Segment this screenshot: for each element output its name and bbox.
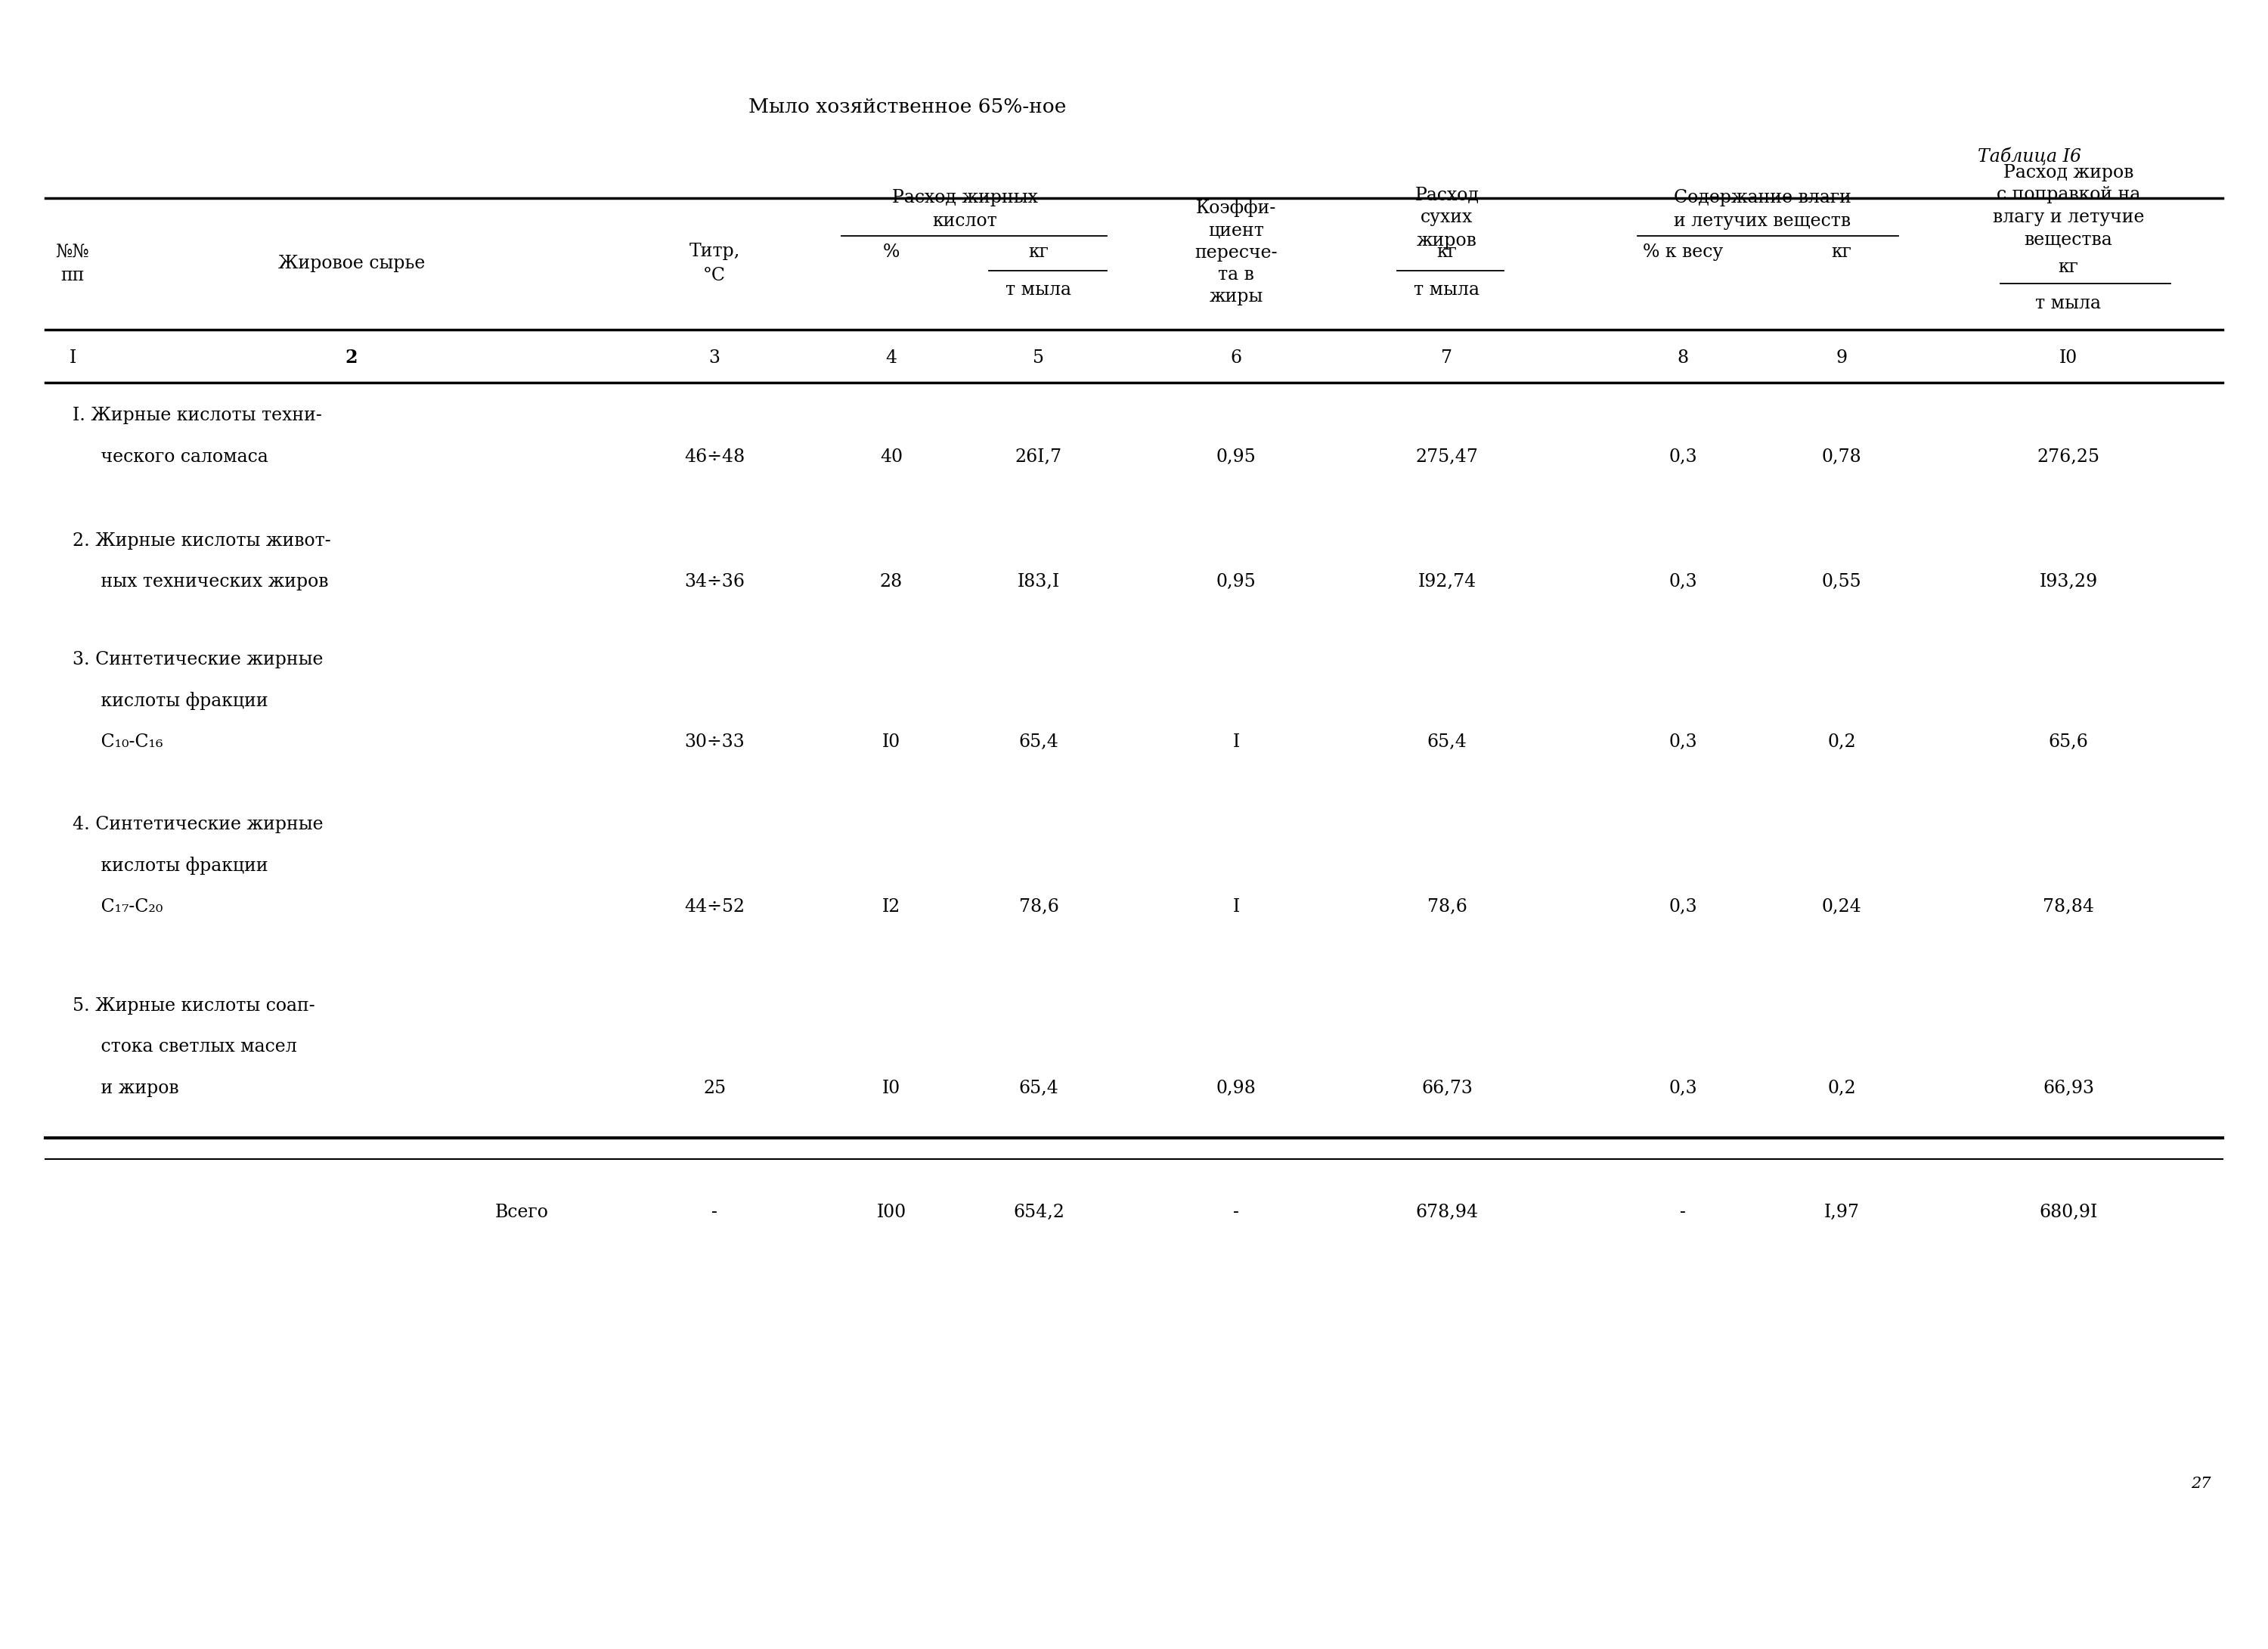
- Text: т мыла: т мыла: [1007, 282, 1070, 298]
- Text: и жиров: и жиров: [73, 1080, 179, 1097]
- Text: 40: 40: [880, 449, 903, 465]
- Text: Таблица I6: Таблица I6: [1978, 147, 2082, 167]
- Text: -: -: [1681, 1204, 1685, 1220]
- Text: 78,84: 78,84: [2043, 899, 2093, 915]
- Text: % к весу: % к весу: [1642, 244, 1724, 261]
- Text: 654,2: 654,2: [1014, 1204, 1064, 1220]
- Text: 0,24: 0,24: [1821, 899, 1862, 915]
- Text: т мыла: т мыла: [2037, 295, 2100, 312]
- Text: 65,6: 65,6: [2048, 734, 2089, 750]
- Text: I0: I0: [2059, 350, 2077, 366]
- Text: кг: кг: [1030, 244, 1048, 261]
- Text: 0,3: 0,3: [1669, 1080, 1696, 1097]
- Text: 0,95: 0,95: [1216, 449, 1256, 465]
- Text: 678,94: 678,94: [1415, 1204, 1479, 1220]
- Text: ческого саломаса: ческого саломаса: [73, 449, 268, 465]
- Text: 4. Синтетические жирные: 4. Синтетические жирные: [73, 816, 324, 833]
- Text: 3: 3: [708, 350, 721, 366]
- Text: Содержание влаги
и летучих веществ: Содержание влаги и летучих веществ: [1674, 190, 1851, 229]
- Text: Титр,
°С: Титр, °С: [689, 242, 739, 285]
- Text: -: -: [712, 1204, 717, 1220]
- Text: 3. Синтетические жирные: 3. Синтетические жирные: [73, 651, 322, 668]
- Text: I0: I0: [882, 734, 900, 750]
- Text: 0,3: 0,3: [1669, 734, 1696, 750]
- Text: I. Жирные кислоты техни-: I. Жирные кислоты техни-: [73, 407, 322, 424]
- Text: 4: 4: [885, 350, 898, 366]
- Text: I2: I2: [882, 899, 900, 915]
- Text: т мыла: т мыла: [1415, 282, 1479, 298]
- Text: 275,47: 275,47: [1415, 449, 1479, 465]
- Text: 65,4: 65,4: [1018, 1080, 1059, 1097]
- Text: 44÷52: 44÷52: [685, 899, 744, 915]
- Text: 5. Жирные кислоты соап-: 5. Жирные кислоты соап-: [73, 998, 315, 1014]
- Text: кислоты фракции: кислоты фракции: [73, 857, 268, 874]
- Text: I: I: [1232, 899, 1241, 915]
- Text: 6: 6: [1229, 350, 1243, 366]
- Text: 5: 5: [1032, 350, 1043, 366]
- Text: 78,6: 78,6: [1018, 899, 1059, 915]
- Text: С₁₀-С₁₆: С₁₀-С₁₆: [73, 734, 163, 750]
- Text: 9: 9: [1835, 350, 1848, 366]
- Text: 276,25: 276,25: [2037, 449, 2100, 465]
- Text: Коэффи-
циент
пересче-
та в
жиры: Коэффи- циент пересче- та в жиры: [1195, 200, 1277, 305]
- Text: 30÷33: 30÷33: [685, 734, 744, 750]
- Text: I83,I: I83,I: [1018, 574, 1059, 590]
- Text: 28: 28: [880, 574, 903, 590]
- Text: 27: 27: [2191, 1478, 2211, 1491]
- Text: 65,4: 65,4: [1427, 734, 1467, 750]
- Text: 25: 25: [703, 1080, 726, 1097]
- Text: I,97: I,97: [1823, 1204, 1860, 1220]
- Text: 0,98: 0,98: [1216, 1080, 1256, 1097]
- Text: 46÷48: 46÷48: [685, 449, 744, 465]
- Text: С₁₇-С₂₀: С₁₇-С₂₀: [73, 899, 163, 915]
- Text: 0,3: 0,3: [1669, 449, 1696, 465]
- Text: 78,6: 78,6: [1427, 899, 1467, 915]
- Text: 680,9I: 680,9I: [2039, 1204, 2098, 1220]
- Text: 2: 2: [345, 348, 358, 368]
- Text: -: -: [1234, 1204, 1238, 1220]
- Text: 0,3: 0,3: [1669, 899, 1696, 915]
- Text: 0,78: 0,78: [1821, 449, 1862, 465]
- Text: стока светлых масел: стока светлых масел: [73, 1039, 297, 1055]
- Text: 65,4: 65,4: [1018, 734, 1059, 750]
- Text: Расход жирных
кислот: Расход жирных кислот: [891, 190, 1039, 229]
- Text: I: I: [68, 350, 77, 366]
- Text: Мыло хозяйственное 65%-ное: Мыло хозяйственное 65%-ное: [748, 97, 1066, 117]
- Text: кг: кг: [2059, 259, 2077, 275]
- Text: I00: I00: [875, 1204, 907, 1220]
- Text: 0,3: 0,3: [1669, 574, 1696, 590]
- Text: Жировое сырье: Жировое сырье: [279, 256, 424, 272]
- Text: 66,73: 66,73: [1422, 1080, 1472, 1097]
- Text: кг: кг: [1833, 244, 1851, 261]
- Text: I0: I0: [882, 1080, 900, 1097]
- Text: кислоты фракции: кислоты фракции: [73, 693, 268, 709]
- Text: №№
пп: №№ пп: [57, 242, 88, 285]
- Text: %: %: [882, 244, 900, 261]
- Text: Расход
сухих
жиров: Расход сухих жиров: [1415, 186, 1479, 249]
- Text: 8: 8: [1676, 350, 1690, 366]
- Text: 0,2: 0,2: [1828, 734, 1855, 750]
- Text: 7: 7: [1442, 350, 1452, 366]
- Text: I: I: [1232, 734, 1241, 750]
- Text: 0,55: 0,55: [1821, 574, 1862, 590]
- Text: 0,95: 0,95: [1216, 574, 1256, 590]
- Text: 0,2: 0,2: [1828, 1080, 1855, 1097]
- Text: ных технических жиров: ных технических жиров: [73, 574, 329, 590]
- Text: 26I,7: 26I,7: [1016, 449, 1061, 465]
- Text: кг: кг: [1438, 244, 1456, 261]
- Text: 66,93: 66,93: [2043, 1080, 2093, 1097]
- Text: I92,74: I92,74: [1418, 574, 1476, 590]
- Text: Всего: Всего: [494, 1204, 549, 1220]
- Text: Расход жиров
с поправкой на
влагу и летучие
вещества: Расход жиров с поправкой на влагу и лету…: [1994, 165, 2143, 247]
- Text: 2. Жирные кислоты живот-: 2. Жирные кислоты живот-: [73, 533, 331, 549]
- Text: 34÷36: 34÷36: [685, 574, 744, 590]
- Text: I93,29: I93,29: [2039, 574, 2098, 590]
